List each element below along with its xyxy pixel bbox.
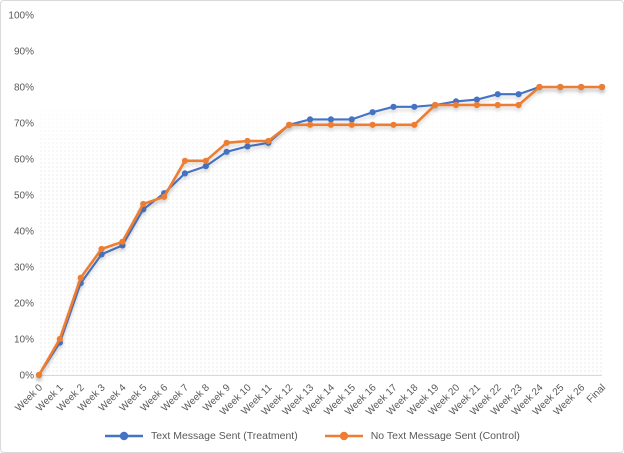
- series-treatment[interactable]: [35, 83, 606, 379]
- y-tick-label: 70%: [14, 119, 34, 130]
- data-point[interactable]: [56, 335, 63, 343]
- data-point[interactable]: [223, 148, 230, 155]
- legend-label-control: No Text Message Sent (Control): [370, 430, 520, 442]
- data-point[interactable]: [244, 143, 251, 150]
- series-line[interactable]: [37, 85, 604, 377]
- data-point[interactable]: [494, 91, 501, 98]
- data-point[interactable]: [348, 116, 355, 123]
- y-tick-label: 30%: [14, 263, 34, 274]
- treatment-line-marker-icon: [105, 431, 144, 441]
- data-point[interactable]: [202, 163, 209, 170]
- data-point[interactable]: [98, 245, 105, 253]
- legend-item-treatment[interactable]: Text Message Sent (Treatment): [104, 430, 298, 442]
- data-point[interactable]: [327, 116, 335, 123]
- data-point[interactable]: [411, 103, 418, 110]
- data-point[interactable]: [306, 121, 314, 128]
- y-axis: 0% 10% 20% 30% 40% 50% 60% 70% 80% 90% 100%: [8, 11, 34, 382]
- data-point[interactable]: [473, 96, 480, 103]
- legend-item-control[interactable]: No Text Message Sent (Control): [324, 430, 520, 442]
- data-point[interactable]: [390, 121, 397, 128]
- data-point[interactable]: [598, 83, 606, 91]
- data-point[interactable]: [119, 238, 126, 245]
- y-tick-label: 20%: [14, 299, 34, 310]
- y-tick-label: 60%: [14, 155, 34, 166]
- y-tick-label: 80%: [14, 83, 34, 94]
- data-point[interactable]: [494, 101, 501, 109]
- data-point[interactable]: [390, 103, 397, 110]
- data-point[interactable]: [265, 137, 272, 145]
- data-point[interactable]: [348, 121, 355, 128]
- data-point[interactable]: [557, 83, 564, 91]
- data-point[interactable]: [202, 157, 209, 164]
- data-point[interactable]: [223, 139, 230, 146]
- y-tick-label: 90%: [14, 47, 34, 58]
- data-point[interactable]: [181, 157, 189, 164]
- x-tick-label: Final: [585, 382, 608, 405]
- data-point[interactable]: [411, 121, 418, 128]
- data-point[interactable]: [473, 101, 480, 109]
- data-point[interactable]: [515, 91, 522, 98]
- data-point[interactable]: [432, 101, 439, 109]
- y-tick-label: 0%: [20, 371, 35, 382]
- data-point[interactable]: [35, 371, 43, 379]
- y-tick-label: 10%: [14, 335, 34, 346]
- y-tick-label: 50%: [14, 191, 34, 202]
- data-point[interactable]: [369, 109, 376, 116]
- data-point[interactable]: [306, 116, 314, 123]
- data-point[interactable]: [515, 101, 522, 109]
- data-point[interactable]: [244, 137, 251, 145]
- series-control[interactable]: [35, 83, 606, 379]
- data-point[interactable]: [140, 200, 147, 208]
- y-tick-label: 100%: [8, 11, 34, 22]
- data-point[interactable]: [77, 274, 84, 281]
- data-point[interactable]: [161, 193, 168, 200]
- data-point[interactable]: [536, 83, 543, 91]
- series-line[interactable]: [37, 85, 604, 377]
- data-point[interactable]: [578, 83, 585, 91]
- data-point[interactable]: [369, 121, 376, 128]
- y-tick-label: 40%: [14, 227, 34, 238]
- data-point[interactable]: [327, 121, 335, 128]
- data-point[interactable]: [452, 101, 460, 109]
- legend: Text Message Sent (Treatment) No Text Me…: [1, 430, 623, 442]
- legend-label-treatment: Text Message Sent (Treatment): [151, 430, 298, 442]
- data-point[interactable]: [181, 170, 189, 177]
- data-point[interactable]: [286, 121, 293, 128]
- control-line-marker-icon: [324, 431, 363, 441]
